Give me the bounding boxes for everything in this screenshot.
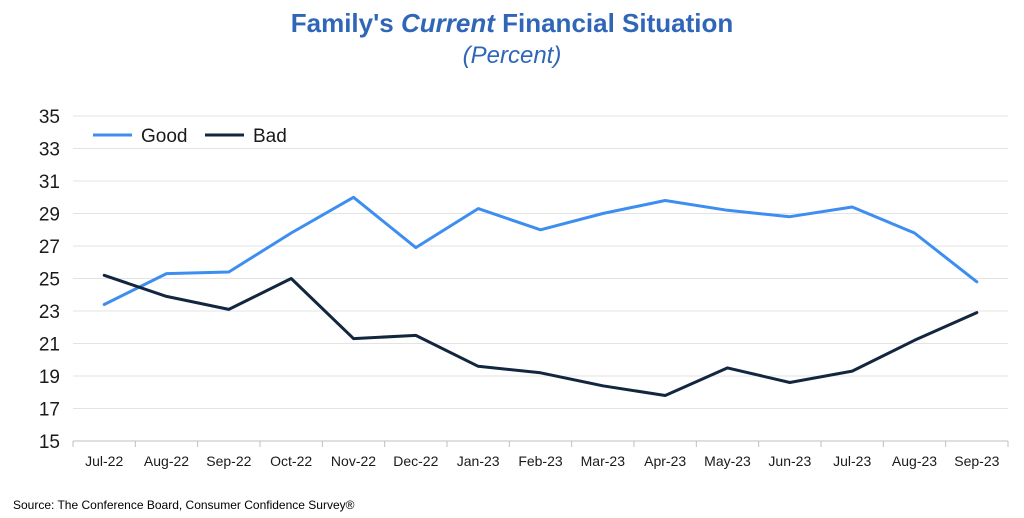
grid-lines	[73, 115, 1008, 442]
x-tick-label: Feb-23	[518, 453, 563, 469]
y-tick-label: 21	[39, 335, 60, 356]
y-axis: 15 17 19 21 23 25 27 29 31 33 35	[39, 107, 60, 453]
x-tick-label: May-23	[704, 453, 751, 469]
y-tick-label: 25	[39, 270, 60, 291]
y-tick-label: 35	[39, 107, 60, 128]
x-tick-label: Dec-22	[393, 453, 438, 469]
title-part-3: Financial Situation	[494, 8, 734, 38]
y-tick-label: 31	[39, 172, 60, 193]
y-tick-label: 29	[39, 205, 60, 226]
y-tick-label: 33	[39, 140, 60, 161]
title-part-2: Current	[400, 8, 495, 38]
x-tick-label: Oct-22	[270, 453, 312, 469]
chart-subtitle: (Percent)	[462, 42, 562, 69]
x-tick-label: Mar-23	[581, 453, 626, 469]
legend-label-good: Good	[141, 126, 187, 147]
legend-label-bad: Bad	[253, 126, 287, 147]
x-tick-label: Jul-23	[833, 453, 871, 469]
x-tick-label: Aug-23	[892, 453, 937, 469]
x-tick-label: Sep-23	[954, 453, 999, 469]
x-tick-label: Jun-23	[768, 453, 811, 469]
x-tick-label: Sep-22	[206, 453, 251, 469]
y-tick-label: 17	[39, 400, 60, 421]
series-lines	[102, 195, 979, 397]
series-line-bad	[102, 273, 979, 397]
y-tick-label: 27	[39, 237, 60, 258]
legend: Good Bad	[93, 126, 287, 147]
x-tick-label: Jul-22	[85, 453, 123, 469]
x-tick-label: Nov-22	[331, 453, 376, 469]
x-tick-label: Aug-22	[144, 453, 189, 469]
x-tick-label: Apr-23	[644, 453, 686, 469]
x-axis: Jul-22 Aug-22 Sep-22 Oct-22 Nov-22 Dec-22 Jan-…	[72, 441, 1009, 469]
chart-title: Family's Current Financial Situation	[0, 8, 1024, 39]
y-tick-label: 23	[39, 302, 60, 323]
source-note: Source: The Conference Board, Consumer C…	[13, 498, 355, 512]
x-tick-label: Jan-23	[457, 453, 500, 469]
title-part-1: Family's	[290, 8, 401, 38]
y-tick-label: 15	[39, 432, 60, 453]
y-tick-label: 19	[39, 367, 60, 388]
